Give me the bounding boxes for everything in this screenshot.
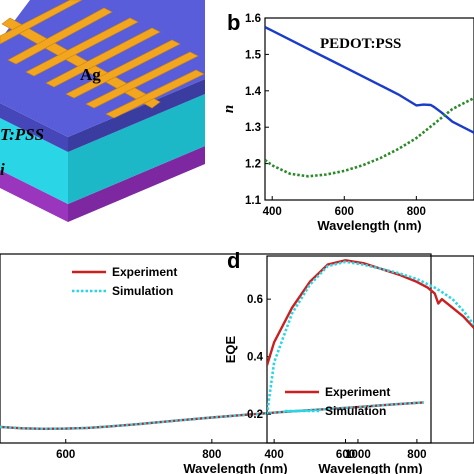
x-tick-label: 600 — [336, 449, 355, 461]
y-tick-label: 0.2 — [247, 409, 263, 421]
x-tick-label: 400 — [265, 449, 284, 461]
ag-finger — [25, 17, 139, 77]
y-tick-label: 1.5 — [245, 49, 262, 61]
y-axis-title: n — [221, 105, 237, 113]
legend-label-experiment: Experiment — [325, 385, 390, 399]
chart-annotation: PEDOT:PSS — [320, 36, 401, 52]
x-axis-title: Wavelength (nm) — [183, 461, 287, 474]
panel-letter-d: d — [227, 248, 240, 273]
legend-label-experiment: Experiment — [112, 265, 177, 279]
x-axis-title: Wavelength (nm) — [318, 461, 422, 474]
label-ag: Ag — [80, 65, 101, 84]
top-layer-side — [0, 103, 68, 152]
x-tick-label: 800 — [407, 449, 426, 461]
panel-b-chart: 400 600 800 1.1 1.2 1.3 1.4 1.5 1.6 Wavelength (n… — [221, 13, 474, 233]
panel-d-chart: 400 600 800 0.2 0.4 0.6 Wavelength (nm) EQE Expe… — [223, 255, 474, 474]
panel-letter-b: b — [227, 10, 240, 35]
top-layer-right-face — [68, 79, 205, 152]
ag-finger — [85, 51, 199, 109]
series-line-simulation — [0, 401, 424, 431]
x-tick-label: 800 — [202, 449, 221, 461]
x-tick-label: 1000 — [345, 449, 371, 461]
ag-finger — [7, 7, 113, 65]
panel-a-schematic: Ag T:PSS i — [0, 0, 205, 222]
plot-frame — [0, 253, 432, 444]
bottom-layer-side — [0, 170, 68, 222]
x-tick-label: 600 — [335, 206, 354, 218]
middle-layer-right-face — [68, 94, 205, 204]
plot-frame — [266, 255, 474, 444]
y-tick-label: 1.4 — [245, 86, 262, 98]
x-tick-label: 600 — [56, 449, 75, 461]
y-tick-label: 0.4 — [247, 352, 264, 364]
ag-finger — [105, 69, 205, 119]
ag-finger — [45, 27, 161, 88]
legend-label-simulation: Simulation — [325, 404, 386, 418]
legend-label-simulation: Simulation — [112, 284, 173, 298]
series-line-series-1 — [265, 96, 474, 178]
ag-finger — [0, 0, 83, 45]
bottom-layer-right-face — [68, 146, 205, 222]
middle-layer-side — [0, 118, 68, 204]
x-tick-label: 400 — [263, 206, 282, 218]
y-axis-title: EQE — [223, 335, 238, 363]
label-si-partial: i — [0, 160, 5, 179]
y-tick-label: 1.2 — [245, 159, 261, 171]
x-axis-title: Wavelength (nm) — [317, 218, 421, 233]
y-tick-label: 1.6 — [245, 13, 261, 25]
y-tick-label: 1.1 — [245, 195, 262, 207]
label-pedot-pss-partial: T:PSS — [0, 125, 44, 144]
ag-electrode-grid — [0, 0, 205, 119]
plot-frame — [264, 17, 474, 201]
ag-finger — [65, 39, 181, 99]
series-line-experiment — [267, 259, 474, 366]
x-tick-label: 800 — [407, 206, 426, 218]
y-tick-label: 1.3 — [245, 122, 261, 134]
y-tick-label: 0.6 — [247, 294, 263, 306]
series-line-simulation — [267, 260, 474, 415]
